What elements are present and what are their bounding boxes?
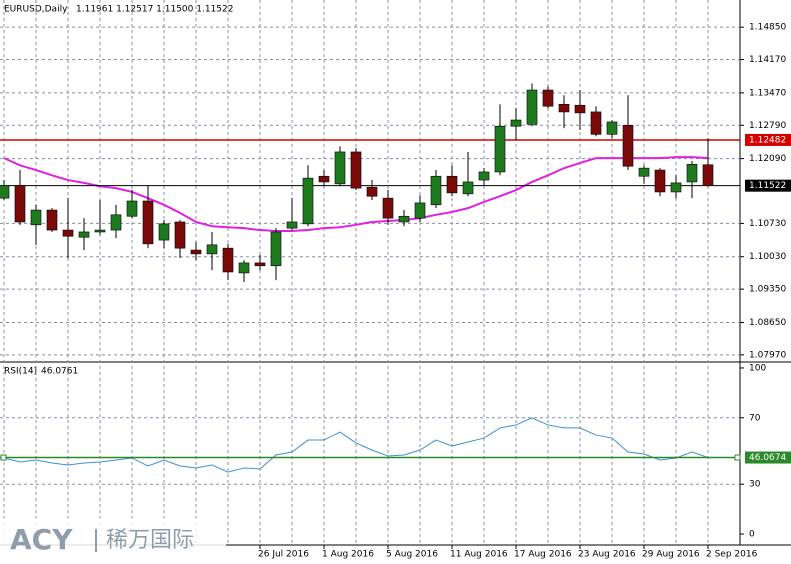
candle-body xyxy=(30,209,42,226)
candle-body xyxy=(110,214,122,231)
y-tick-label: 1.12790 xyxy=(749,121,786,131)
rsi-level-marker xyxy=(734,454,741,461)
candle-body xyxy=(446,175,458,194)
y-tick-label: 1.07970 xyxy=(749,350,786,360)
x-tick-label: 17 Aug 2016 xyxy=(514,550,572,560)
x-tick-label: 11 Aug 2016 xyxy=(450,550,508,560)
candle-body xyxy=(542,89,554,107)
watermark-brand: ACY xyxy=(10,523,73,556)
candle-body xyxy=(254,262,266,267)
x-tick-label: 5 Aug 2016 xyxy=(386,550,438,560)
candle-body xyxy=(686,164,698,183)
candle-body xyxy=(334,151,346,185)
rsi-line xyxy=(3,417,709,473)
candle-body xyxy=(510,119,522,127)
price-label: 1.12482 xyxy=(749,135,786,145)
candle-body xyxy=(78,231,90,238)
candle-body xyxy=(558,104,570,113)
candle-body xyxy=(622,124,634,167)
price-label-box xyxy=(745,133,791,146)
rsi-title: RSI(14) xyxy=(4,367,37,377)
candle-body xyxy=(382,197,394,219)
y-tick-label: 30 xyxy=(749,480,761,490)
candle-body xyxy=(318,175,330,183)
y-tick-label: 1.08650 xyxy=(749,318,786,328)
candle-body xyxy=(0,184,10,199)
candle-body xyxy=(654,169,666,193)
y-tick-label: 100 xyxy=(749,363,766,373)
x-tick-label: 1 Aug 2016 xyxy=(322,550,374,560)
y-tick-label: 0 xyxy=(749,530,755,540)
x-tick-label: 26 Jul 2016 xyxy=(258,550,309,560)
candle-body xyxy=(478,171,490,181)
chart-title: EURUSD,Daily xyxy=(4,5,68,15)
candle-body xyxy=(590,111,602,135)
candle-body xyxy=(286,221,298,229)
candle-body xyxy=(222,247,234,273)
x-tick-label: 29 Aug 2016 xyxy=(642,550,700,560)
candle-body xyxy=(670,182,682,193)
y-tick-label: 1.14850 xyxy=(749,23,786,33)
candle-body xyxy=(302,177,314,225)
candle-body xyxy=(190,249,202,255)
y-tick-label: 70 xyxy=(749,413,761,423)
candle-body xyxy=(526,89,538,125)
ohlc-label: 1.11961 1.12517 1.11500 1.11522 xyxy=(76,5,233,15)
candle-body xyxy=(142,200,154,245)
moving-average xyxy=(3,156,709,233)
candle-body xyxy=(14,184,26,223)
watermark-name: 稀万国际 xyxy=(106,528,194,553)
candle-body xyxy=(350,151,362,189)
candle-body xyxy=(62,229,74,237)
rsi-level-marker xyxy=(0,454,7,461)
price-label: 1.11522 xyxy=(749,181,786,191)
candle-body xyxy=(158,223,170,241)
candle-body xyxy=(270,231,282,267)
level-label-box xyxy=(745,451,791,464)
y-tick-label: 1.09350 xyxy=(749,285,786,295)
candle-body xyxy=(366,186,378,197)
candle-body xyxy=(398,215,410,223)
candle-body xyxy=(462,181,474,195)
candle-body xyxy=(638,167,650,177)
candle-body xyxy=(238,262,250,274)
price-label-box xyxy=(745,179,791,192)
candle-body xyxy=(606,121,618,135)
rsi-value: 46.0761 xyxy=(41,367,78,377)
level-label: 46.0674 xyxy=(749,453,786,463)
candle-body xyxy=(430,175,442,206)
candle-body xyxy=(414,202,426,219)
x-tick-label: 23 Aug 2016 xyxy=(578,550,636,560)
candle-body xyxy=(702,164,714,186)
candle-body xyxy=(94,229,106,233)
y-tick-label: 1.10030 xyxy=(749,252,786,262)
x-tick-label: 2 Sep 2016 xyxy=(706,550,758,560)
candle-body xyxy=(494,125,506,173)
y-tick-label: 1.13470 xyxy=(749,88,786,98)
candle-body xyxy=(46,209,58,231)
candle-body xyxy=(126,200,138,217)
candle-body xyxy=(206,244,218,255)
candle-body xyxy=(574,104,586,114)
y-tick-label: 1.10730 xyxy=(749,219,786,229)
watermark-bg xyxy=(0,518,226,564)
y-tick-label: 1.12090 xyxy=(749,154,786,164)
candle-body xyxy=(174,221,186,249)
y-tick-label: 1.14170 xyxy=(749,55,786,65)
